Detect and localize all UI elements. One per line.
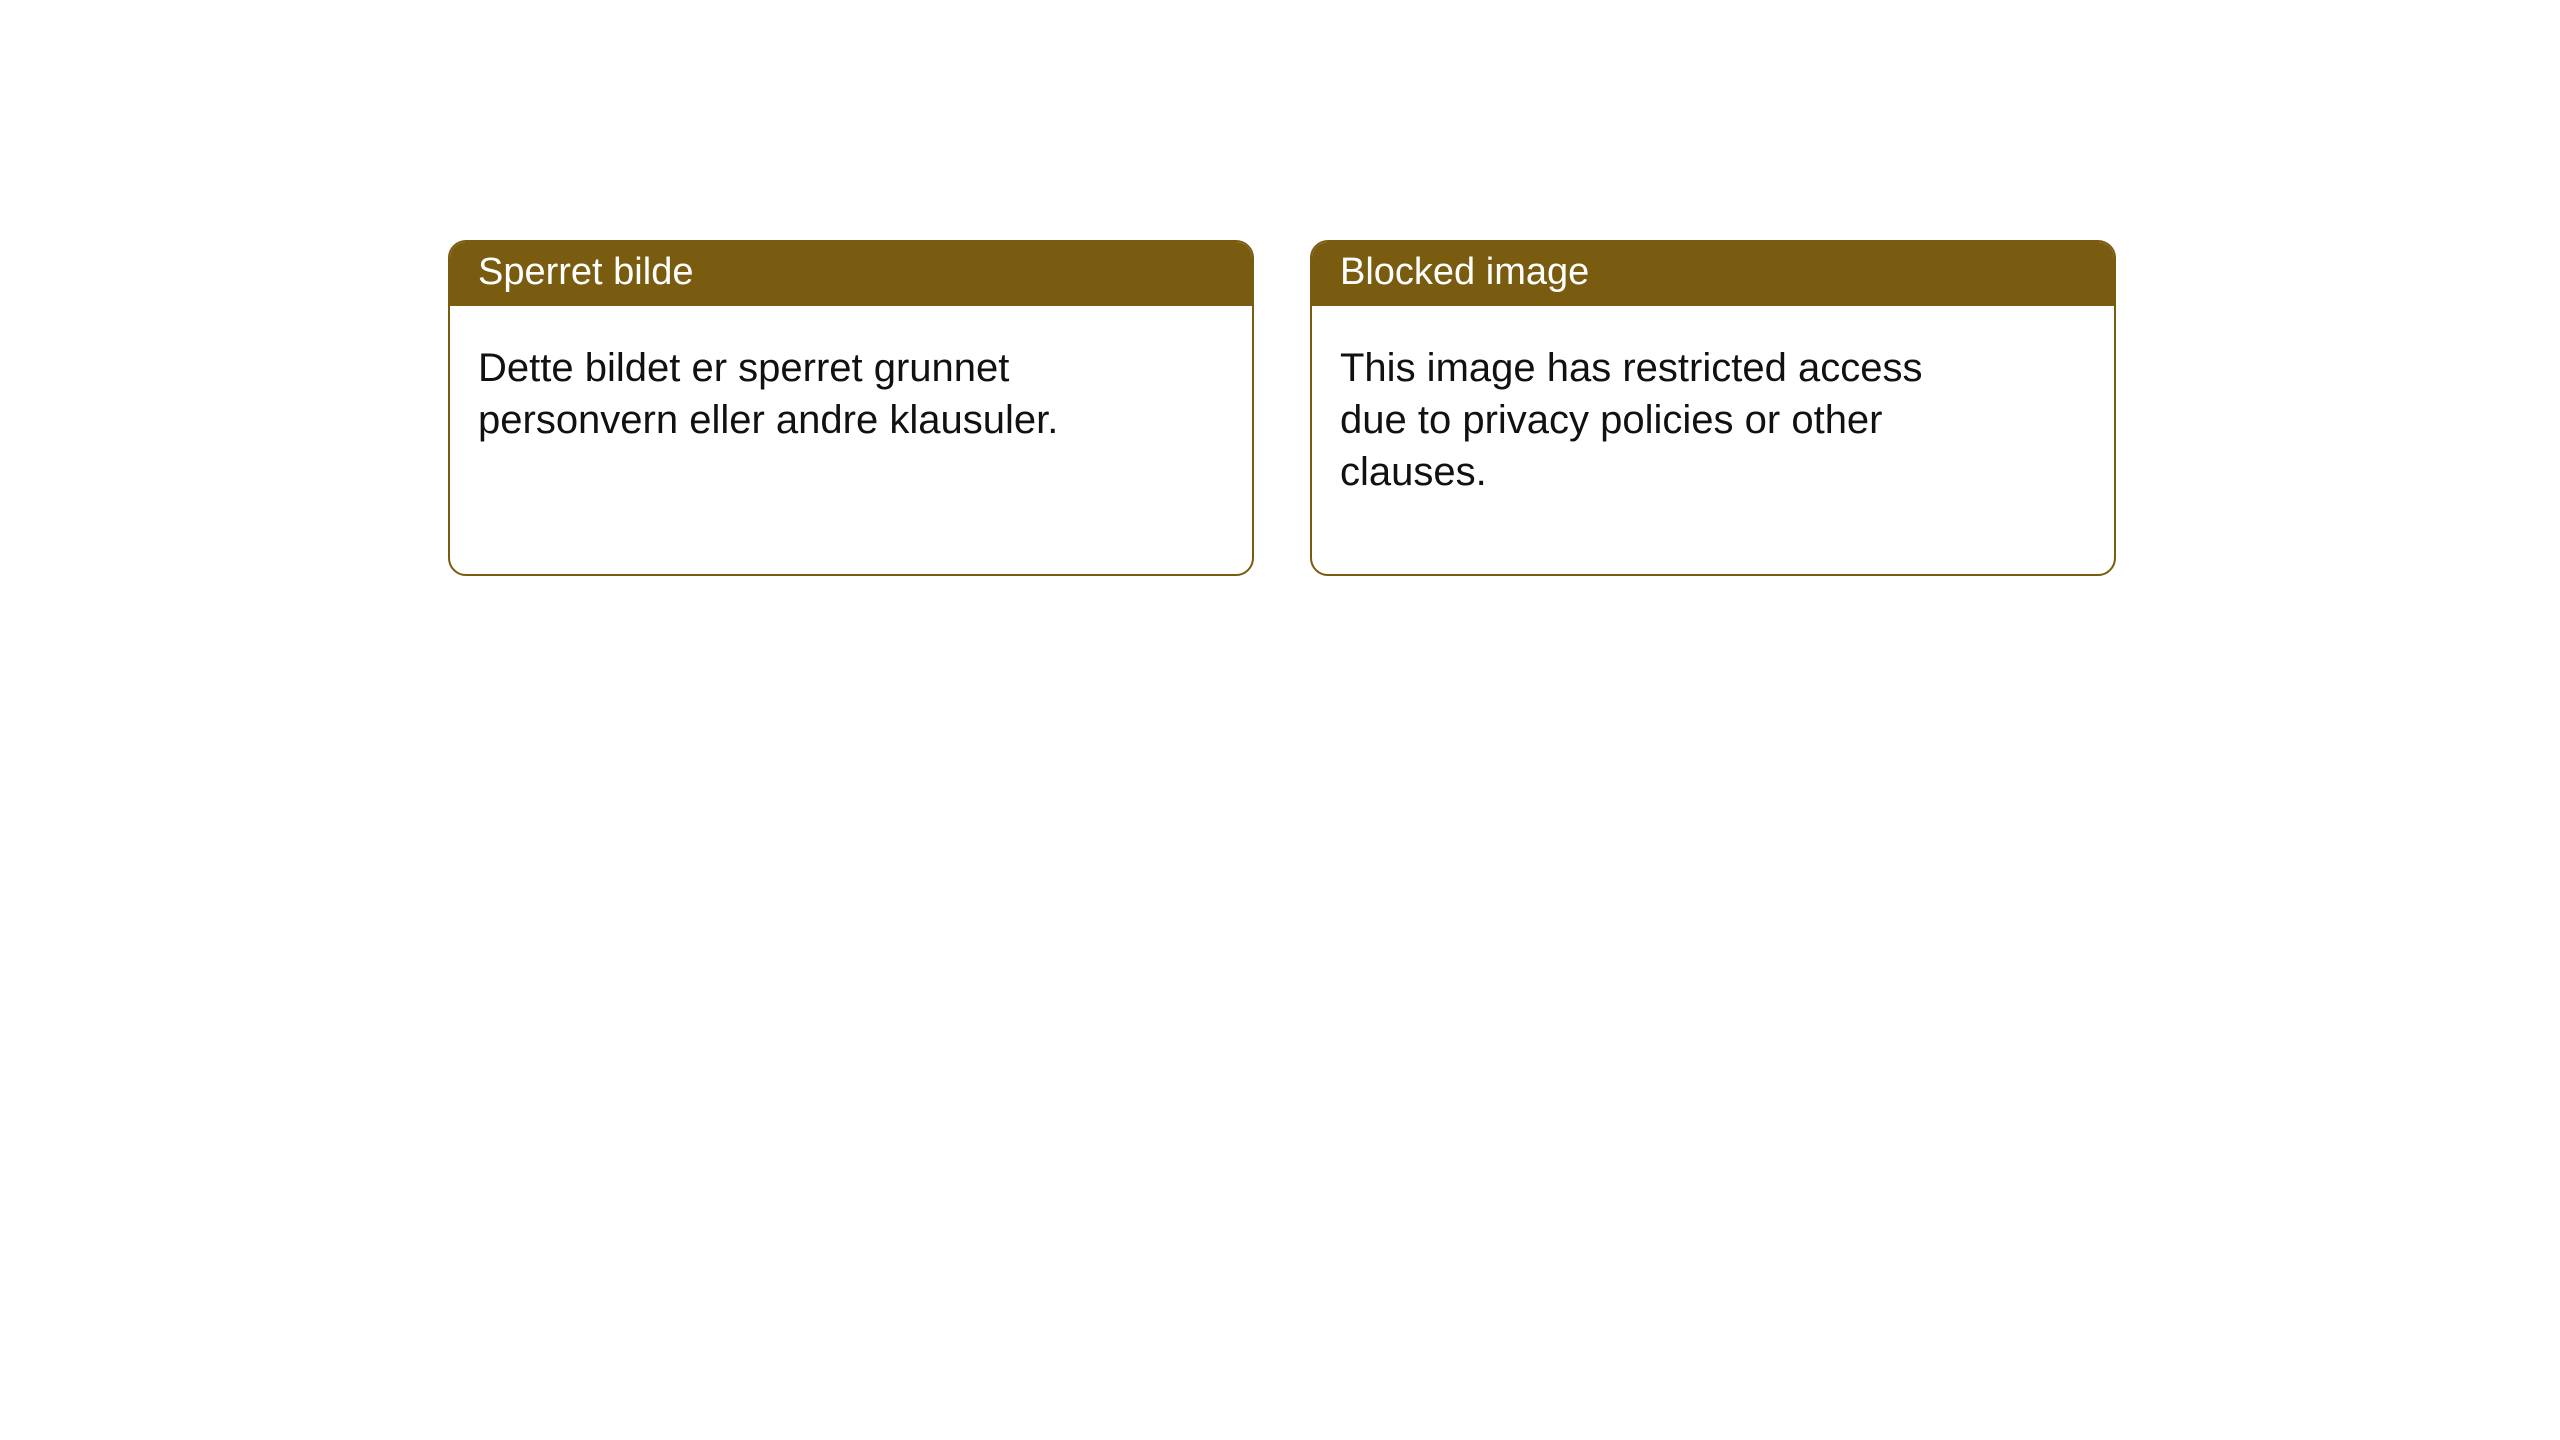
notice-card-title: Sperret bilde	[450, 242, 1252, 306]
notice-card-english: Blocked image This image has restricted …	[1310, 240, 2116, 576]
notice-card-title: Blocked image	[1312, 242, 2114, 306]
notice-card-body: Dette bildet er sperret grunnet personve…	[450, 306, 1150, 446]
notice-card-norwegian: Sperret bilde Dette bildet er sperret gr…	[448, 240, 1254, 576]
notice-card-row: Sperret bilde Dette bildet er sperret gr…	[0, 0, 2560, 576]
notice-card-body: This image has restricted access due to …	[1312, 306, 2012, 498]
